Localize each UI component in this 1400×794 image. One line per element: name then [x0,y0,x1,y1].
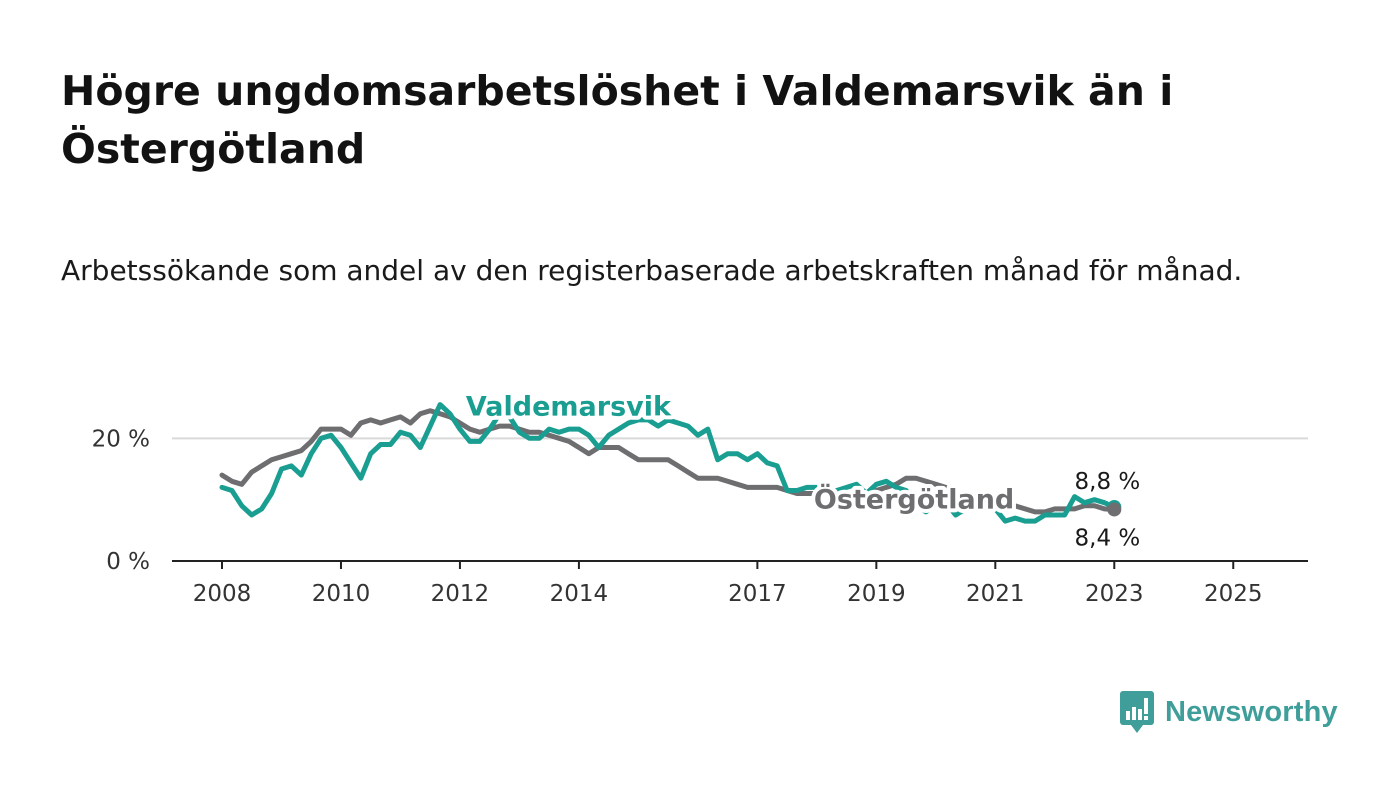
series-layer [219,402,1122,524]
chart-subtitle: Arbetssökande som andel av den registerb… [61,254,1243,287]
x-tick-label: 2014 [550,581,609,607]
series-label-valdemarsvik-halo: Valdemarsvik [466,392,672,423]
series-end-dot [1107,502,1122,517]
series-label-ostergotland-halo: Östergötland [814,482,1014,515]
label-layer: ValdemarsvikValdemarsvikÖstergötlandÖste… [462,388,1141,552]
x-tick-label: 2017 [728,581,787,607]
series-line-ostergotland [219,408,1117,515]
end-value-label: 8,4 % [1075,525,1141,551]
line-chart: 0 % 20 % 2008 2010 2012 2014 2017 2019 2021 2023 2… [92,388,1308,607]
x-tick-label: 2025 [1204,581,1263,607]
series-line-valdemarsvik [219,402,1117,524]
x-tick-label: 2010 [312,581,371,607]
y-tick-label: 0 % [106,549,150,575]
newsworthy-logo-icon [1120,691,1154,733]
x-tick-label: 2012 [431,581,490,607]
series-label-ostergotland: Östergötland [814,482,1014,515]
x-tick-label: 2008 [193,581,252,607]
brand-name: Newsworthy [1165,695,1338,728]
x-tick-label: 2021 [966,581,1025,607]
series-label-valdemarsvik: Valdemarsvik [466,392,672,423]
newsworthy-logo: Newsworthy [1119,690,1338,734]
end-value-label: 8,8 % [1075,469,1141,495]
chart-title: Högre ungdomsarbetslöshet i Valdemarsvik… [61,67,1174,173]
x-tick-label: 2019 [847,581,906,607]
x-tick-label: 2023 [1085,581,1144,607]
axis-layer: 0 % 20 % 2008 2010 2012 2014 2017 2019 2021 2023 2… [92,426,1308,607]
y-tick-label: 20 % [92,426,150,452]
